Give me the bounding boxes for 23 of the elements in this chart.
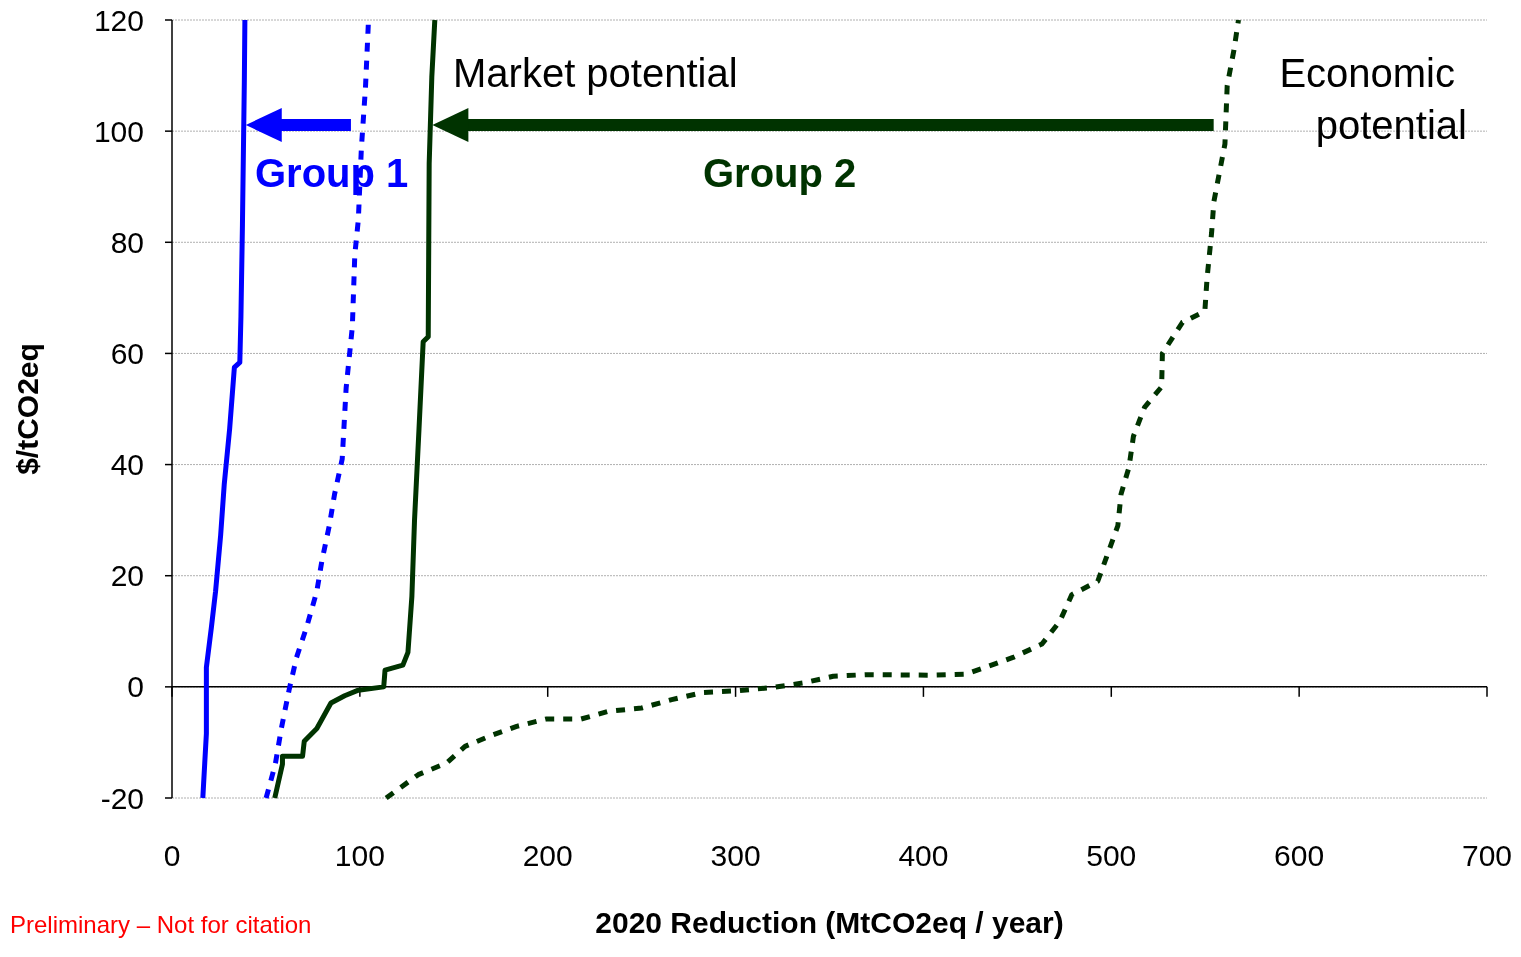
annotation: Market potential (453, 51, 738, 95)
y-tick-label: 0 (127, 670, 144, 704)
x-tick-label: 100 (334, 838, 385, 872)
x-tick-label: 600 (1274, 838, 1325, 872)
y-tick-label: 40 (110, 448, 144, 482)
y-tick-label: 100 (93, 114, 144, 148)
x-tick-label: 0 (163, 838, 181, 872)
annotation: Economic potential (1279, 51, 1467, 147)
x-tick-label: 700 (1461, 838, 1513, 872)
x-tick-label: 500 (1086, 838, 1137, 872)
y-tick-label: -20 (100, 781, 144, 815)
x-tick-label: 400 (898, 838, 949, 872)
y-tick-label: 120 (93, 3, 144, 37)
y-tick-label: 20 (110, 559, 144, 593)
x-tick-label: 300 (710, 838, 761, 872)
y-tick-label: 60 (110, 336, 144, 370)
x-axis-title: 2020 Reduction (MtCO2eq / year) (595, 906, 1064, 939)
x-tick-label: 200 (522, 838, 573, 872)
annotation: Group 1 (255, 151, 409, 195)
y-axis-title: $/tCO2eq (11, 343, 44, 475)
y-tick-label: 80 (110, 225, 144, 259)
text: Preliminary – Not for citation (10, 911, 312, 938)
annotation: Group 2 (703, 151, 857, 195)
